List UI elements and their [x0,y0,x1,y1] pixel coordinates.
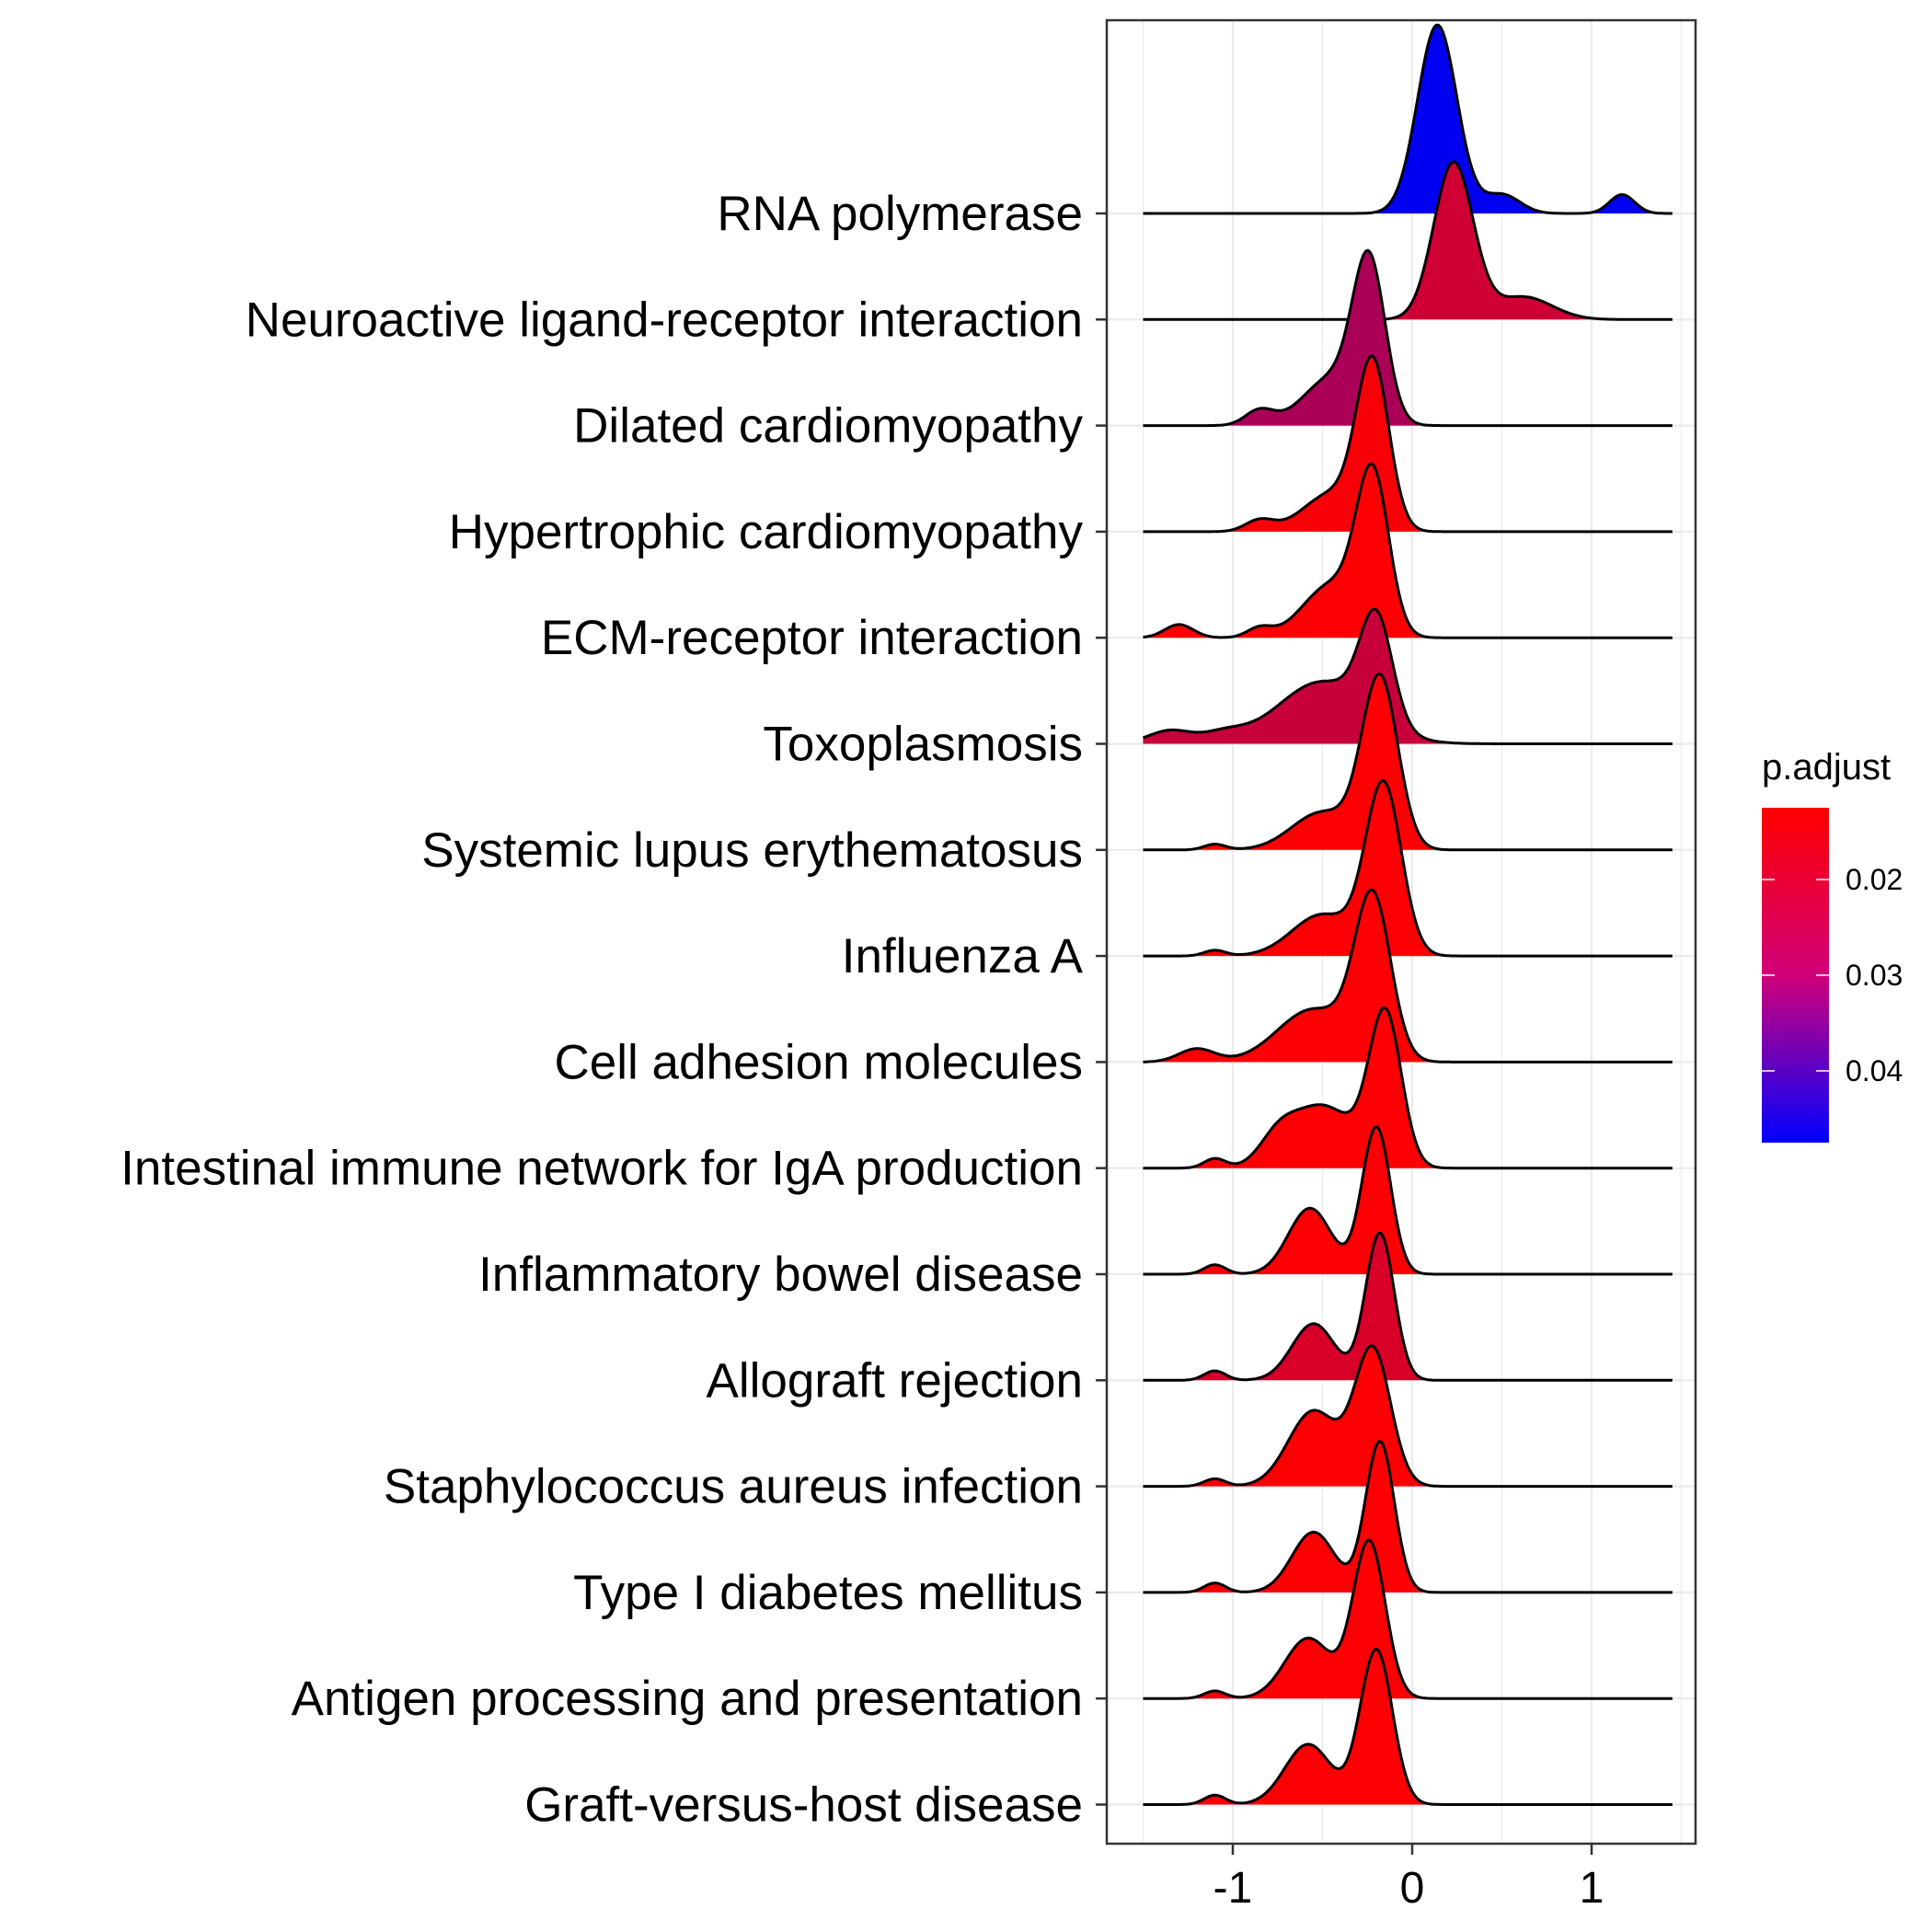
ridge-12 [1143,1344,1673,1489]
ridge-outline [1143,1440,1673,1594]
y-tick-label: ECM-receptor interaction [541,611,1083,665]
ridge-outline [1143,1344,1673,1489]
ridge-fill [1143,1540,1673,1699]
ridge-outline [1142,607,1673,745]
y-tick-label: Cell adhesion molecules [555,1035,1084,1089]
ridge-fill [1143,464,1673,638]
ridge-outline [1143,354,1673,534]
ridge-fill [1143,1007,1673,1168]
ridge-11 [1143,1231,1673,1382]
legend-title: p.adjust [1762,747,1891,788]
ridge-outline [1143,248,1673,428]
ridge-fill [1143,250,1673,426]
ridge-outline [1143,1648,1673,1806]
ridge-9 [1143,1006,1673,1170]
ridge-13 [1143,1440,1673,1594]
ridge-outline [1143,1006,1673,1170]
ridge-1 [1143,160,1673,321]
ridge-outline [1143,1538,1673,1700]
y-tick-label: Hypertrophic cardiomyopathy [449,505,1084,559]
y-tick-label: Influenza A [842,929,1084,983]
ridge-15 [1143,1648,1673,1806]
ridge-outline [1143,672,1673,852]
ridge-outline [1143,888,1673,1064]
y-axis: RNA polymerase Neuroactive ligand-recepto… [121,187,1107,1833]
ridge-14 [1143,1538,1673,1700]
ridge-4 [1143,462,1673,639]
ridge-2 [1143,248,1673,428]
ridge-7 [1143,779,1673,958]
x-tick-label: -1 [1213,1864,1253,1913]
ridge-outline [1143,462,1673,639]
legend: p.adjust 0.02 0.03 0.04 [1762,747,1903,1143]
ridge-outline [1143,160,1673,321]
ridge-outline [1143,1125,1673,1276]
x-tick-label: 1 [1580,1864,1604,1913]
y-tick-label: Antigen processing and presentation [292,1672,1083,1726]
ridge-10 [1143,1125,1673,1276]
ridge-fill [1143,673,1673,850]
legend-tick-label: 0.03 [1846,959,1903,992]
y-tick-label: Staphylococcus aureus infection [384,1460,1083,1514]
y-tick-label: Type I diabetes mellitus [573,1566,1083,1620]
ridge-fill [1143,355,1673,532]
y-tick-label: Dilated cardiomyopathy [573,399,1083,454]
ridge-3 [1143,354,1673,534]
y-tick-label: Systemic lupus erythematosus [421,823,1083,878]
ridge-0 [1143,23,1673,215]
ridge-fill [1143,608,1673,744]
y-tick-label: Neuroactive ligand-receptor interaction [246,293,1083,347]
y-tick-label: Allograft rejection [707,1353,1083,1408]
legend-tick-label: 0.04 [1846,1054,1903,1087]
ridge-6 [1143,672,1673,852]
y-tick-label: Inflammatory bowel disease [478,1248,1083,1302]
x-axis: -1 0 1 [1213,1844,1604,1913]
y-tick-label: Intestinal immune network for IgA produc… [121,1142,1083,1196]
ridge-outline [1143,1231,1673,1382]
legend-tick-label: 0.02 [1846,863,1903,896]
ridge-8 [1143,888,1673,1064]
y-tick-label: RNA polymerase [717,187,1083,241]
y-tick-label: Graft-versus-host disease [524,1778,1083,1833]
ridges [1142,23,1673,1806]
ridge-fill [1143,25,1673,214]
panel-border [1105,18,1697,1846]
ridge-fill [1143,780,1673,957]
ridge-5 [1142,607,1673,745]
y-tick-label: Toxoplasmosis [763,718,1083,772]
x-tick-label: 0 [1400,1864,1425,1913]
ridge-outline [1143,23,1673,215]
ridge-outline [1143,779,1673,958]
